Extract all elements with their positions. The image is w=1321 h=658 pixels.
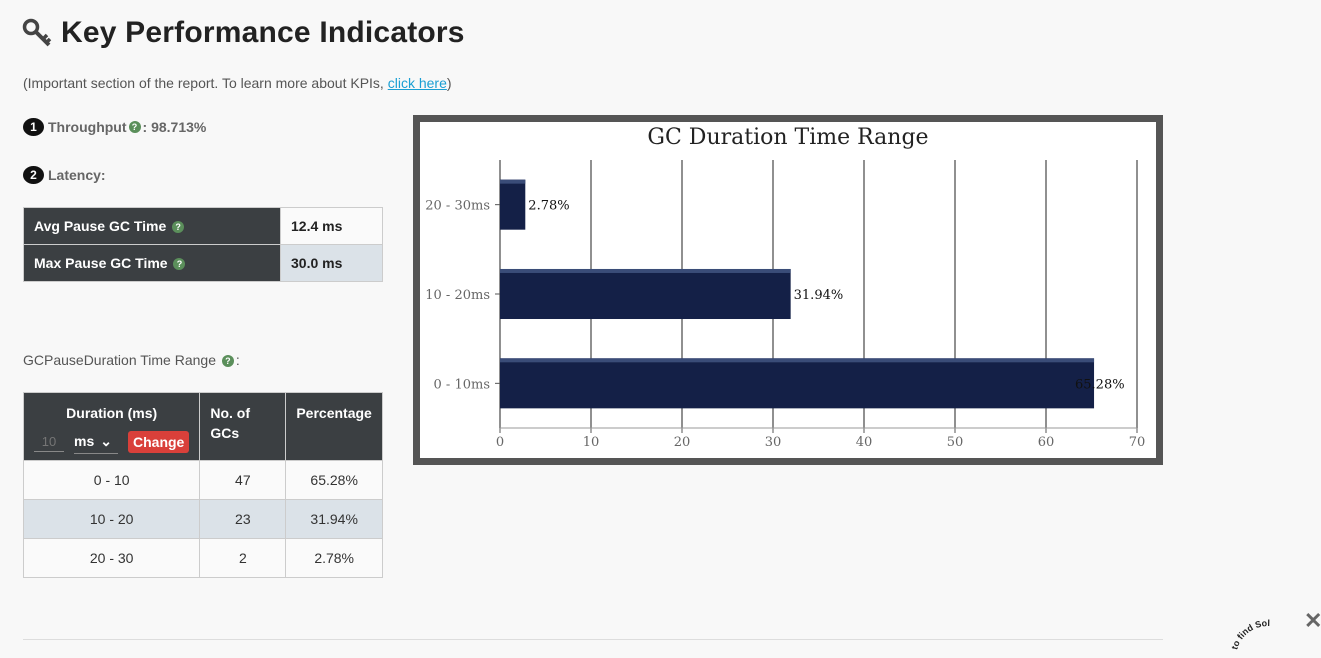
chart-svg: GC Duration Time Range 0 10 20 30 40 50 60 70 0 … — [425, 125, 1146, 450]
range-section-label: GCPauseDuration Time Range ?: — [23, 352, 240, 368]
bar — [500, 358, 1095, 409]
help-icon[interactable]: ? — [128, 121, 141, 133]
page-header: Key Performance Indicators — [22, 16, 465, 50]
page-title: Key Performance Indicators — [61, 16, 465, 49]
percentage-cell: 65.28% — [285, 460, 383, 500]
table-header-row: Duration (ms) ms⌄ Change No. of GCs Perc… — [22, 392, 383, 461]
number-badge: 1 — [23, 118, 44, 136]
unit-select[interactable]: ms ⌄ — [74, 429, 118, 454]
help-icon[interactable]: ? — [221, 355, 234, 368]
data-label: 65.28% — [1075, 377, 1125, 392]
avg-pause-value: 12.4 ms — [280, 207, 383, 245]
gc-duration-chart: GC Duration Time Range 0 10 20 30 40 50 60 70 0 … — [413, 115, 1163, 465]
count-cell: 2 — [199, 538, 287, 578]
latency-table: Avg Pause GC Time ? 12.4 ms Max Pause GC… — [23, 207, 383, 282]
y-tick-label: 0 - 10ms — [434, 377, 490, 392]
chart-title: GC Duration Time Range — [647, 125, 928, 150]
latency-line: 2 Latency: — [23, 166, 106, 184]
x-tick-label: 20 — [674, 435, 691, 450]
table-row: 20 - 30 2 2.78% — [22, 538, 383, 578]
range-cell: 0 - 10 — [22, 460, 201, 500]
data-label: 31.94% — [794, 288, 844, 303]
table-row: Max Pause GC Time ? 30.0 ms — [23, 244, 383, 282]
max-pause-value: 30.0 ms — [280, 244, 383, 282]
help-icon[interactable]: ? — [172, 221, 185, 234]
range-cell: 20 - 30 — [22, 538, 201, 578]
avg-pause-label: Avg Pause GC Time ? — [23, 207, 281, 245]
table-row: 0 - 10 47 65.28% — [22, 460, 383, 500]
bar-highlight — [500, 179, 526, 184]
x-tick-label: 70 — [1129, 435, 1146, 450]
corner-badge-text: to find Sol — [1229, 618, 1270, 651]
count-header: No. of GCs — [199, 392, 287, 461]
number-badge: 2 — [23, 166, 44, 184]
percentage-cell: 31.94% — [285, 499, 383, 539]
table-row: 10 - 20 23 31.94% — [22, 499, 383, 539]
bar-highlight — [500, 358, 1095, 363]
y-tick-label: 20 - 30ms — [425, 199, 490, 214]
close-icon[interactable]: ✕ — [1304, 608, 1321, 633]
data-label: 2.78% — [528, 199, 569, 214]
duration-header: Duration (ms) ms⌄ Change — [22, 392, 201, 461]
duration-range-table: Duration (ms) ms⌄ Change No. of GCs Perc… — [22, 392, 383, 578]
x-tick-label: 30 — [765, 435, 782, 450]
y-tick-label: 10 - 20ms — [425, 288, 490, 303]
help-icon[interactable]: ? — [173, 258, 186, 271]
x-tick-label: 10 — [583, 435, 600, 450]
x-tick-label: 40 — [856, 435, 873, 450]
percentage-header: Percentage — [285, 392, 383, 461]
x-tick-label: 50 — [947, 435, 964, 450]
x-tick-label: 60 — [1038, 435, 1055, 450]
range-cell: 10 - 20 — [22, 499, 201, 539]
throughput-value: : 98.713% — [142, 119, 207, 135]
percentage-cell: 2.78% — [285, 538, 383, 578]
subtitle-suffix: ) — [446, 75, 452, 91]
change-button[interactable]: Change — [128, 430, 190, 453]
table-row: Avg Pause GC Time ? 12.4 ms — [23, 207, 383, 245]
count-cell: 23 — [199, 499, 287, 539]
key-icon — [22, 18, 52, 47]
page-subtitle: (Important section of the report. To lea… — [23, 75, 452, 91]
svg-text:to find Sol: to find Sol — [1229, 618, 1270, 651]
divider — [23, 639, 1163, 640]
duration-interval-input[interactable] — [34, 431, 64, 452]
chevron-down-icon: ⌄ — [100, 433, 112, 449]
kpi-help-link[interactable]: click here — [387, 75, 447, 91]
corner-badge-logo: to find Sol — [1229, 618, 1270, 651]
count-cell: 47 — [199, 460, 287, 500]
latency-label: Latency: — [48, 167, 106, 183]
bar-highlight — [500, 268, 791, 273]
subtitle-text: (Important section of the report. To lea… — [23, 75, 388, 91]
max-pause-label: Max Pause GC Time ? — [23, 244, 281, 282]
bar — [500, 179, 526, 230]
throughput-line: 1 Throughput ? : 98.713% — [23, 118, 206, 136]
throughput-label: Throughput — [48, 119, 127, 135]
x-tick-label: 0 — [496, 435, 504, 450]
bar — [500, 268, 791, 320]
